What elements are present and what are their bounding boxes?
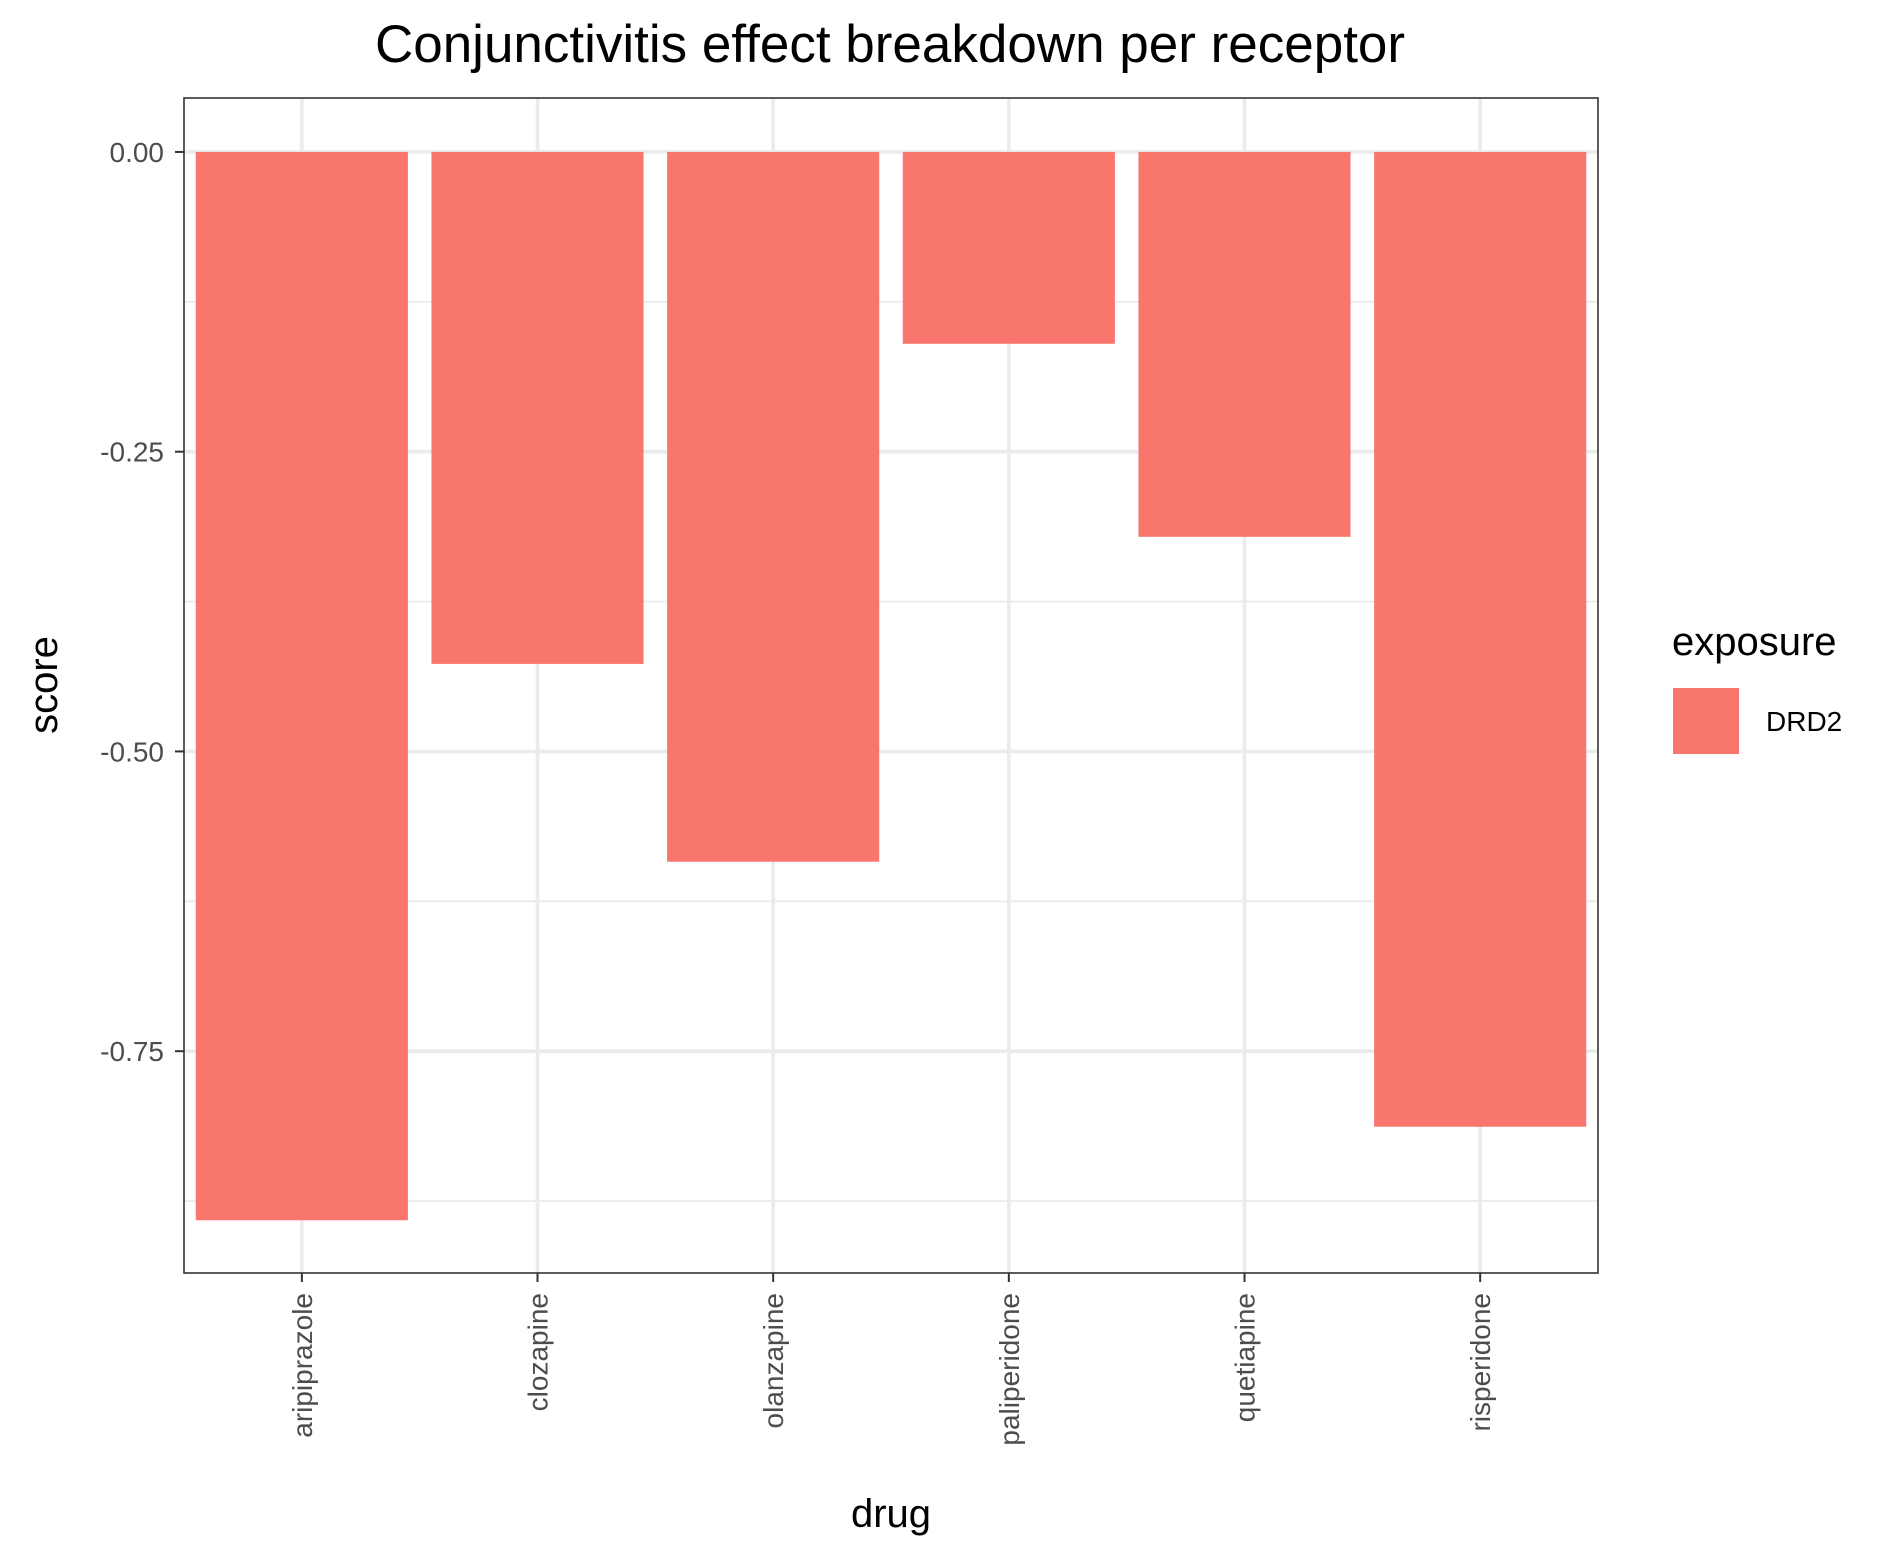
- legend-label-drd2: DRD2: [1766, 706, 1842, 737]
- bar-paliperidone: [902, 151, 1115, 344]
- x-tick-label-risperidone: risperidone: [1465, 1293, 1496, 1432]
- y-tick-label: -0.25: [100, 437, 164, 468]
- y-axis: 0.00 -0.25 -0.50 -0.75: [100, 137, 184, 1067]
- x-tick-label-quetiapine: quetiapine: [1230, 1293, 1261, 1422]
- x-tick-label-aripiprazole: aripiprazole: [287, 1293, 318, 1438]
- plot-panel: [184, 98, 1598, 1273]
- chart-title: Conjunctivitis effect breakdown per rece…: [375, 15, 1405, 74]
- x-tick-label-paliperidone: paliperidone: [994, 1293, 1025, 1446]
- legend: exposure DRD2: [1672, 620, 1842, 754]
- y-tick-label: 0.00: [110, 137, 165, 168]
- y-axis-title: score: [22, 636, 66, 734]
- panel-border: [183, 97, 1599, 1274]
- bar-quetiapine: [1138, 151, 1351, 537]
- legend-key-drd2: [1673, 688, 1739, 754]
- bar-aripiprazole: [195, 151, 408, 1221]
- legend-title: exposure: [1672, 620, 1837, 664]
- y-tick-label: -0.75: [100, 1036, 164, 1067]
- bar-olanzapine: [667, 151, 880, 862]
- x-tick-label-clozapine: clozapine: [523, 1293, 554, 1411]
- x-axis: aripiprazole clozapine olanzapine paliperid…: [287, 1273, 1496, 1446]
- bar-clozapine: [431, 151, 644, 664]
- minor-gridlines: [184, 300, 1598, 1202]
- bar-risperidone: [1374, 151, 1587, 1127]
- x-tick-label-olanzapine: olanzapine: [758, 1293, 789, 1428]
- bars: [195, 151, 1587, 1221]
- y-tick-label: -0.50: [100, 736, 164, 767]
- x-axis-title: drug: [851, 1492, 931, 1536]
